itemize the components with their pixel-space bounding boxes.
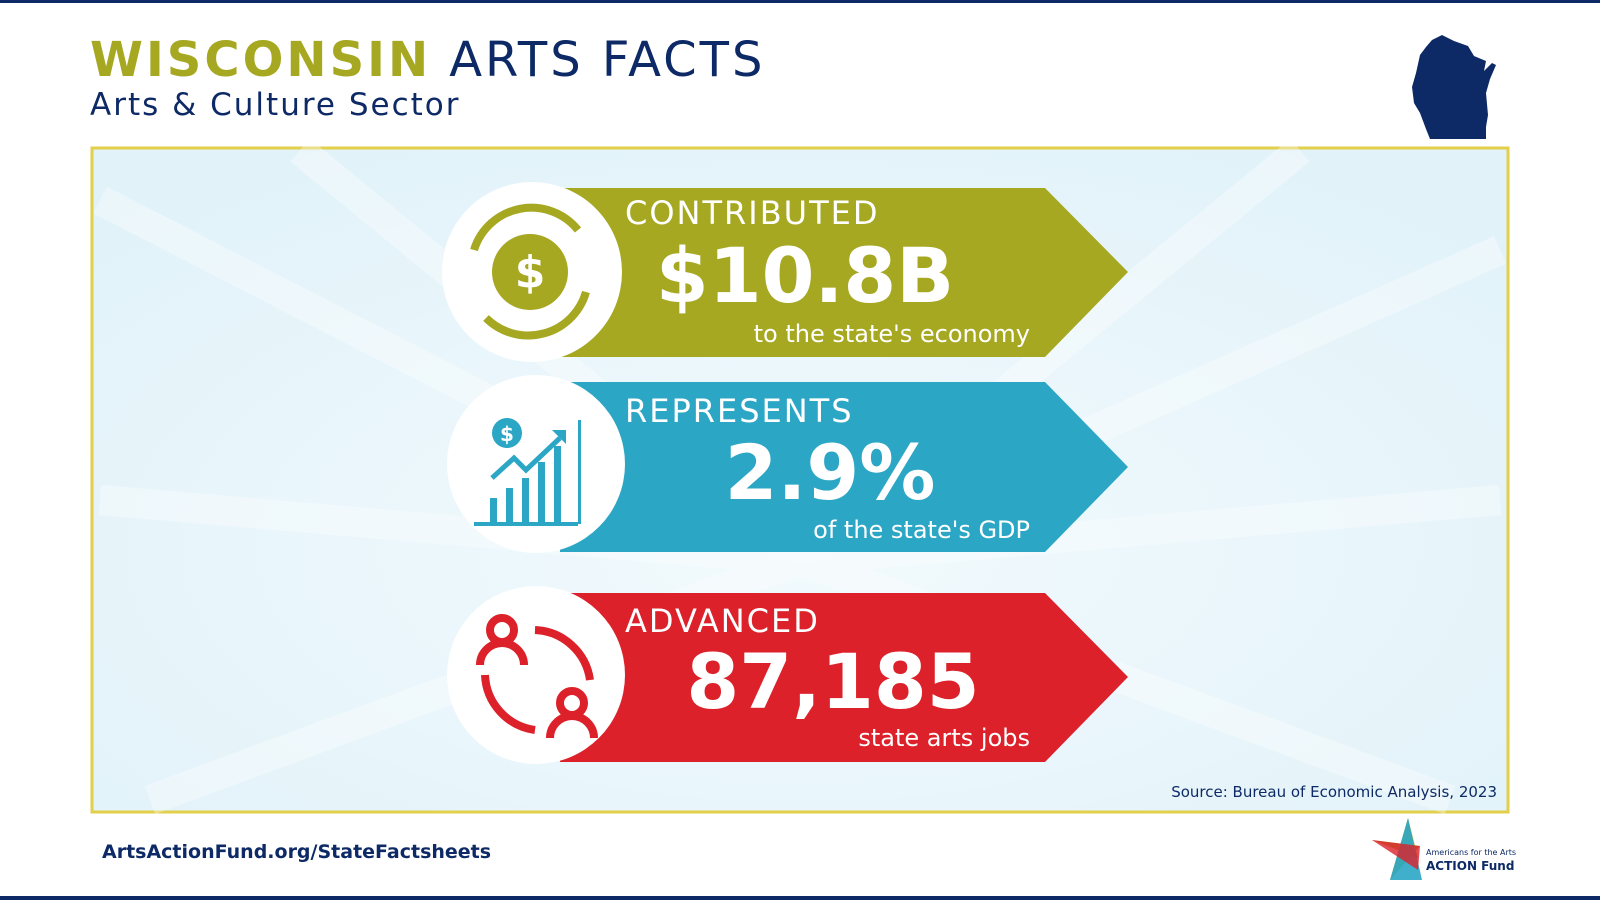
people-icon [476,614,598,739]
title: WISCONSIN ARTS FACTS [90,32,765,88]
fact-value: 2.9% [725,428,936,517]
fact-caption: to the state's economy [754,320,1030,348]
top-border [0,0,1600,3]
title-rest: ARTS FACTS [449,32,765,88]
fact-value: $10.8B [656,231,954,320]
fact-banner [560,188,1128,357]
bottom-border [0,896,1600,900]
fact-label: REPRESENTS [625,392,854,430]
subtitle: Arts & Culture Sector [90,87,461,123]
logo-big: ACTION Fund [1426,859,1514,873]
svg-text:$: $ [500,422,514,446]
logo-small: Americans for the Arts [1426,848,1516,857]
footer-link[interactable]: ArtsActionFund.org/StateFactsheets [102,841,491,863]
fact-label: CONTRIBUTED [625,194,879,232]
fact-label: ADVANCED [625,602,820,640]
icon-circle [447,586,625,764]
fact-banner [560,593,1128,762]
growth-icon: $ [474,418,581,526]
fact-banner [560,382,1128,552]
source: Source: Bureau of Economic Analysis, 202… [1171,783,1497,801]
fact-caption: state arts jobs [858,724,1030,752]
state-map [1412,35,1496,139]
fact-value: 87,185 [686,637,979,726]
logo: Americans for the Arts ACTION Fund [1372,818,1516,880]
title-highlight: WISCONSIN [90,32,431,88]
svg-text:$: $ [515,247,546,298]
money-icon: $ [470,203,590,340]
fact-caption: of the state's GDP [813,516,1030,544]
